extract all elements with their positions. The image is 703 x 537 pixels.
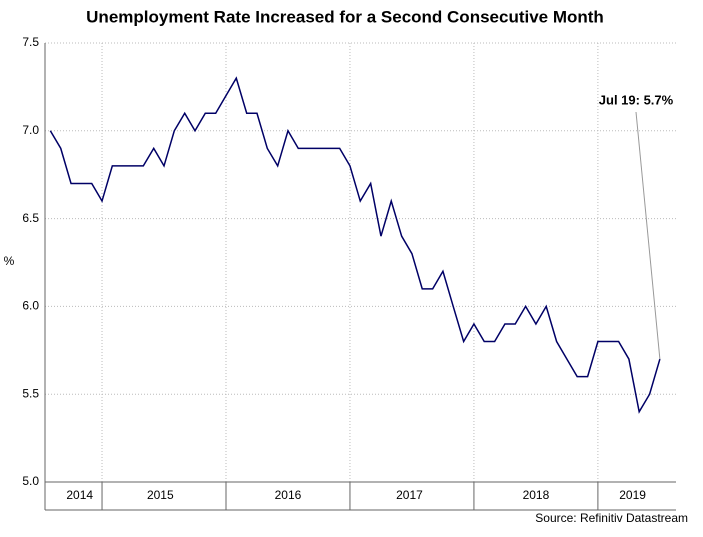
annotation-leader — [635, 111, 661, 360]
annotation: Jul 19: 5.7% — [599, 92, 674, 107]
source: Source: Refinitiv Datastream — [535, 511, 688, 525]
line — [49, 76, 661, 414]
y-tick-label: 6.0 — [22, 299, 39, 313]
x-tick-label: 2018 — [523, 488, 550, 502]
y-axis-label: % — [4, 254, 15, 268]
x-tick-label: 2014 — [66, 488, 93, 502]
x-tick-label: 2015 — [147, 488, 174, 502]
chart-title: Unemployment Rate Increased for a Second… — [86, 7, 604, 26]
y-tick-label: 5.0 — [22, 474, 39, 488]
y-tick-label: 7.5 — [22, 35, 39, 49]
x-tick-label: 2016 — [275, 488, 302, 502]
y-tick-label: 5.5 — [22, 386, 39, 400]
x-tick-label: 2017 — [396, 488, 423, 502]
y-tick-label: 7.0 — [22, 123, 39, 137]
x-tick-label: 2019 — [619, 488, 646, 502]
y-tick-label: 6.5 — [22, 211, 39, 225]
